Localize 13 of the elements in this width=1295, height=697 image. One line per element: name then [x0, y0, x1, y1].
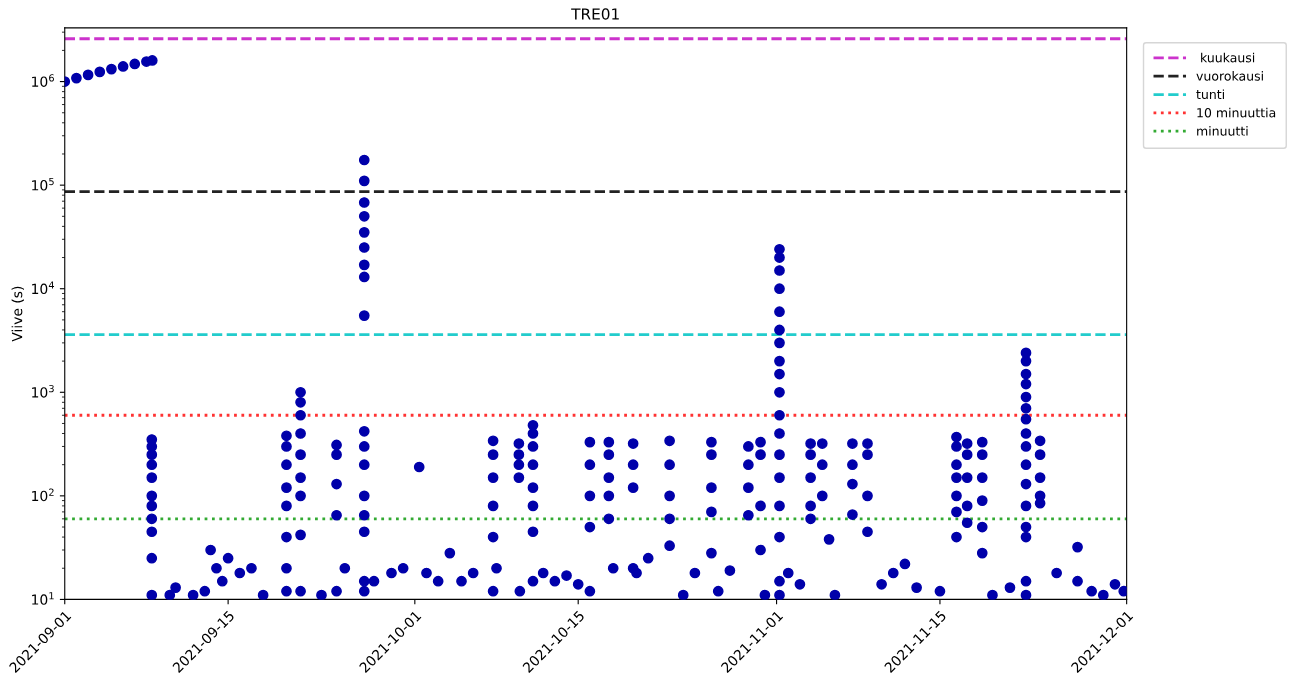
y-tick-label: 10$^{6}$	[32, 74, 54, 87]
legend-label: 10 minuuttia	[1197, 107, 1276, 118]
chart-title: TRE01	[571, 8, 619, 20]
legend-label: kuukausi	[1201, 52, 1255, 63]
y-tick-label: 10$^{2}$	[32, 488, 54, 502]
y-tick-label: 10$^{1}$	[32, 592, 54, 605]
legend-label: minuutti	[1197, 126, 1248, 136]
legend-label: tunti	[1196, 89, 1224, 100]
y-tick-label: 10$^{3}$	[32, 384, 54, 398]
legend-label: vuorokausi	[1196, 71, 1263, 81]
y-axis-title: Viive (s)	[11, 286, 24, 342]
y-tick-label: 10$^{4}$	[32, 281, 55, 295]
y-tick-label: 10$^{5}$	[32, 177, 54, 191]
